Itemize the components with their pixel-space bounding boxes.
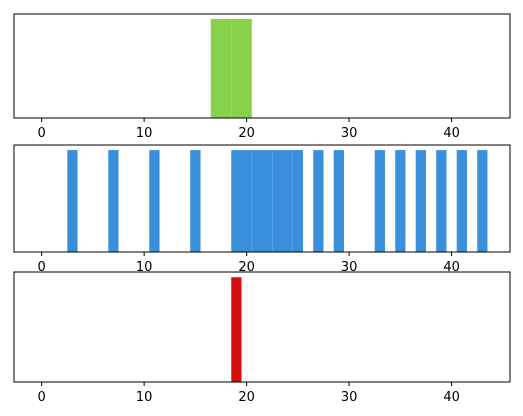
- x-tick-label: 30: [341, 126, 358, 141]
- bar: [241, 18, 252, 119]
- axes-frame: [13, 144, 511, 253]
- x-tick-label: 0: [38, 126, 46, 141]
- axes-frame: [13, 271, 511, 383]
- x-tick-label: 20: [238, 260, 255, 275]
- x-tick-label: 30: [341, 390, 358, 405]
- bar: [292, 150, 303, 252]
- bar: [313, 150, 324, 252]
- bar: [231, 277, 242, 382]
- bar: [241, 150, 252, 252]
- x-tick-label: 10: [136, 260, 153, 275]
- bar: [374, 150, 385, 252]
- bar: [251, 150, 262, 252]
- x-tick-label: 30: [341, 260, 358, 275]
- bar: [477, 150, 488, 252]
- bar: [210, 18, 222, 119]
- bar: [436, 150, 447, 252]
- x-tick-label: 0: [38, 390, 46, 405]
- x-tick-label: 10: [136, 390, 153, 405]
- bar: [272, 150, 283, 252]
- x-tick-label: 40: [443, 126, 460, 141]
- bar: [282, 150, 293, 252]
- bar: [149, 150, 160, 252]
- x-tick-label: 40: [443, 390, 460, 405]
- bar: [456, 150, 467, 252]
- bar: [231, 150, 242, 252]
- x-tick-label: 20: [238, 390, 255, 405]
- x-tick-label: 0: [38, 260, 46, 275]
- x-tick-label: 10: [136, 126, 153, 141]
- x-tick-label: 40: [443, 260, 460, 275]
- bar: [67, 150, 78, 252]
- bar: [395, 150, 406, 252]
- bar: [415, 150, 426, 252]
- axes-frame: [13, 13, 511, 119]
- x-tick-label: 20: [238, 126, 255, 141]
- bar: [231, 18, 242, 119]
- bar: [221, 18, 232, 119]
- bar: [333, 150, 344, 252]
- bar: [262, 150, 273, 252]
- bar: [108, 150, 119, 252]
- bar: [190, 150, 201, 252]
